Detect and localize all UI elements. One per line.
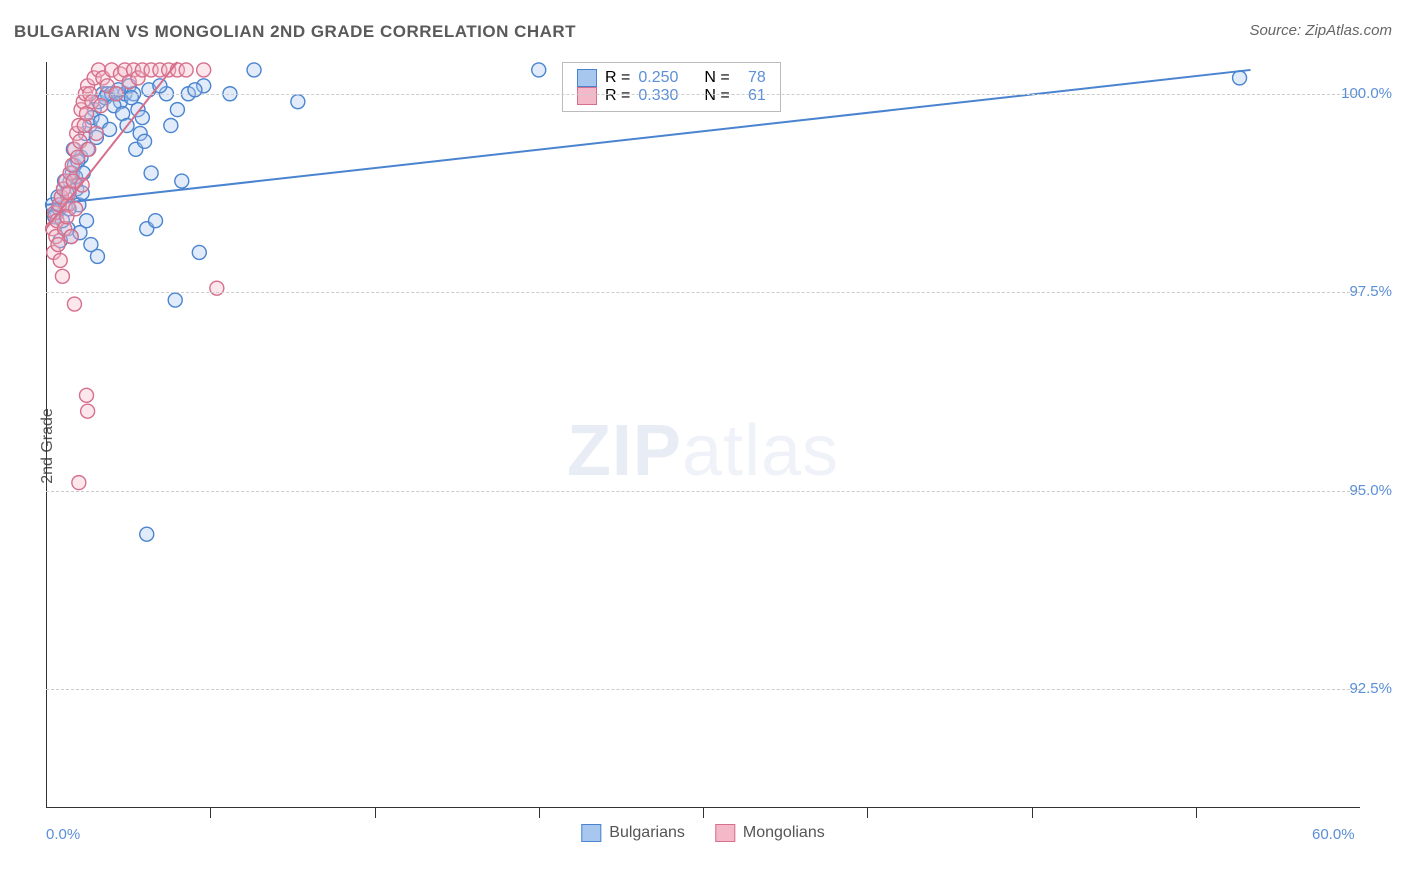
data-point <box>72 476 86 490</box>
x-minor-tick <box>539 808 540 818</box>
data-point <box>175 174 189 188</box>
chart-svg <box>46 62 1360 808</box>
gridline <box>46 94 1360 95</box>
data-point <box>532 63 546 77</box>
data-point <box>179 63 193 77</box>
data-point <box>1233 71 1247 85</box>
data-point <box>144 166 158 180</box>
data-point <box>138 134 152 148</box>
legend-swatch <box>577 87 597 105</box>
r-value: 0.330 <box>638 87 678 105</box>
r-label: R = <box>605 69 630 87</box>
n-label: N = <box>704 87 729 105</box>
data-point <box>67 297 81 311</box>
data-point <box>80 388 94 402</box>
r-value: 0.250 <box>638 69 678 87</box>
data-point <box>82 142 96 156</box>
x-minor-tick <box>867 808 868 818</box>
y-tick-label: 100.0% <box>1341 85 1392 102</box>
chart-title: BULGARIAN VS MONGOLIAN 2ND GRADE CORRELA… <box>14 22 576 42</box>
data-point <box>140 527 154 541</box>
source-label: Source: ZipAtlas.com <box>1249 22 1392 39</box>
x-minor-tick <box>210 808 211 818</box>
n-label: N = <box>704 69 729 87</box>
data-point <box>149 214 163 228</box>
data-point <box>51 238 65 252</box>
legend-swatch <box>577 69 597 87</box>
stats-legend: R = 0.250 N = 78 R = 0.330 N = 61 <box>562 62 781 112</box>
x-minor-tick <box>1032 808 1033 818</box>
data-point <box>170 103 184 117</box>
data-point <box>89 126 103 140</box>
y-tick-label: 97.5% <box>1349 283 1392 300</box>
data-point <box>55 269 69 283</box>
data-point <box>94 99 108 113</box>
bottom-legend: Bulgarians Mongolians <box>581 824 824 842</box>
legend-label: Mongolians <box>743 824 825 842</box>
data-point <box>69 202 83 216</box>
n-value: 78 <box>738 69 766 87</box>
data-point <box>164 118 178 132</box>
data-point <box>291 95 305 109</box>
x-tick-label: 60.0% <box>1312 826 1355 843</box>
legend-swatch <box>715 824 735 842</box>
data-point <box>192 245 206 259</box>
data-point <box>84 238 98 252</box>
x-tick-label: 0.0% <box>46 826 80 843</box>
data-point <box>197 63 211 77</box>
y-tick-label: 95.0% <box>1349 482 1392 499</box>
x-minor-tick <box>375 808 376 818</box>
data-point <box>247 63 261 77</box>
data-point <box>168 293 182 307</box>
x-minor-tick <box>1196 808 1197 818</box>
stats-legend-row: R = 0.250 N = 78 <box>577 69 766 87</box>
data-point <box>81 404 95 418</box>
data-point <box>53 253 67 267</box>
gridline <box>46 292 1360 293</box>
bottom-legend-item: Bulgarians <box>581 824 685 842</box>
data-point <box>80 214 94 228</box>
data-point <box>64 230 78 244</box>
data-point <box>103 122 117 136</box>
bottom-legend-item: Mongolians <box>715 824 825 842</box>
y-tick-label: 92.5% <box>1349 680 1392 697</box>
x-minor-tick <box>703 808 704 818</box>
gridline <box>46 491 1360 492</box>
gridline <box>46 689 1360 690</box>
n-value: 61 <box>738 87 766 105</box>
legend-swatch <box>581 824 601 842</box>
legend-label: Bulgarians <box>609 824 685 842</box>
r-label: R = <box>605 87 630 105</box>
stats-legend-row: R = 0.330 N = 61 <box>577 87 766 105</box>
